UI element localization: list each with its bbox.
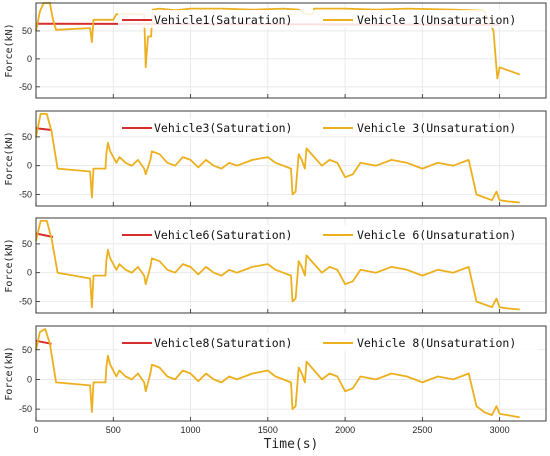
legend-label-saturation: Vehicle8(Saturation) [154, 336, 292, 350]
legend-label-unsaturation: Vehicle 1(Unsaturation) [357, 13, 516, 27]
series-line-unsaturation [35, 220, 520, 311]
series-line-unsaturation [35, 113, 520, 204]
x-tick-label: 1000 [181, 425, 201, 435]
chart-panel-2: 50 0 -50 Force(kN) Vehicle3(Saturation) Vehic… [4, 110, 547, 207]
y-tick-label: -50 [19, 404, 32, 414]
y-tick-label: 0 [27, 161, 32, 171]
y-tick-label: -50 [19, 189, 32, 199]
chart-panel-4: 500-500 500 1000 1500 2000 2500 3000Force(kN)T… [4, 325, 547, 452]
legend-label-unsaturation: Vehicle 3(Unsaturation) [357, 121, 516, 135]
series-line-unsaturation [35, 2, 521, 80]
y-tick-label: 0 [27, 54, 32, 64]
plot-frame [35, 2, 547, 99]
series-line-saturation [35, 127, 52, 131]
chart-panel-3: 50 0 -50 Force(kN) Vehicle6(Saturation) Vehic… [4, 217, 547, 314]
legend-label-saturation: Vehicle3(Saturation) [154, 121, 292, 135]
legend-label-unsaturation: Vehicle 8(Unsaturation) [357, 336, 516, 350]
x-axis-label: Time(s) [264, 437, 319, 452]
x-tick-label: 500 [106, 425, 121, 435]
chart-panel-1: 50 0 -50 Force(kN) Vehicle1(Saturation) Vehic… [4, 2, 547, 99]
series-line-unsaturation [35, 328, 520, 419]
y-tick-label: -50 [19, 82, 32, 92]
y-tick-label: 50 [22, 132, 32, 142]
y-tick-label: 0 [27, 268, 32, 278]
plot-frame [35, 325, 547, 422]
y-tick-label: 50 [22, 345, 32, 355]
y-tick-label: -50 [19, 296, 32, 306]
y-tick-label: 50 [22, 239, 32, 249]
x-tick-label: 2500 [412, 425, 432, 435]
y-axis-label: Force(kN) [4, 23, 15, 77]
y-axis-label: Force(kN) [4, 346, 15, 400]
x-tick-label: 1500 [258, 425, 278, 435]
y-tick-label: 50 [22, 26, 32, 36]
x-tick-label: 3000 [490, 425, 510, 435]
x-tick-label: 0 [33, 425, 38, 435]
legend-label-unsaturation: Vehicle 6(Unsaturation) [357, 228, 516, 242]
y-axis-label: Force(kN) [4, 131, 15, 185]
legend-label-saturation: Vehicle1(Saturation) [154, 13, 292, 27]
x-tick-label: 2000 [335, 425, 355, 435]
legend-label-saturation: Vehicle6(Saturation) [154, 228, 292, 242]
y-tick-label: 0 [27, 374, 32, 384]
plot-frame [35, 110, 547, 207]
y-axis-label: Force(kN) [4, 238, 15, 292]
plot-frame [35, 217, 547, 314]
